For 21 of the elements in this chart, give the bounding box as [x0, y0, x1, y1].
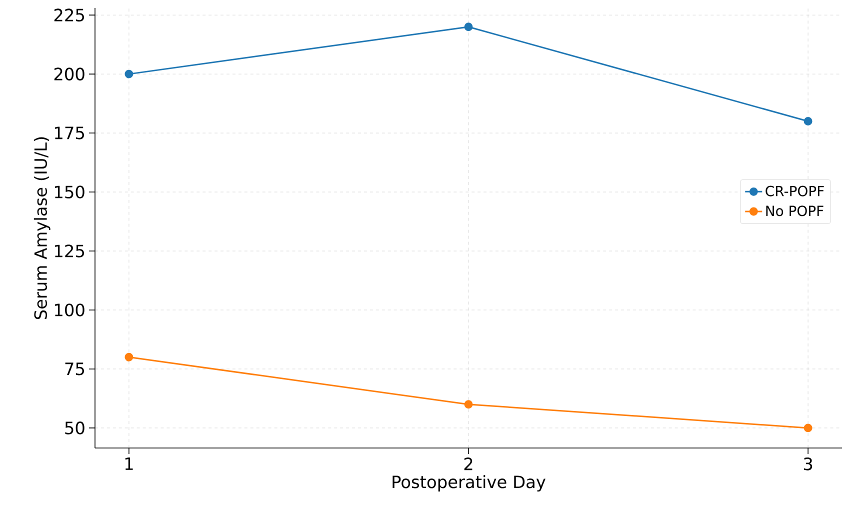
y-tick-label: 150 [55, 186, 84, 198]
point [464, 22, 473, 32]
y-tick-label: 100 [55, 304, 84, 316]
point [464, 400, 473, 409]
point [124, 352, 134, 362]
y-tick-label: 200 [54, 68, 84, 80]
y-tick-label: 75 [65, 362, 84, 376]
x-tick-label: 1 [125, 458, 133, 470]
point [804, 424, 812, 432]
point [124, 70, 134, 78]
x-tick-label: 2 [464, 458, 472, 470]
y-axis-title: Serum Amylase (IU/L) [34, 137, 50, 320]
y-tick-label: 225 [54, 8, 84, 22]
y-tick-label: 125 [55, 244, 84, 258]
y-tick-label: 50 [65, 422, 84, 434]
legend-label: CR-POPF [766, 186, 824, 196]
legend-label: No POPF [766, 206, 824, 216]
point [804, 117, 812, 126]
y-tick-label: 175 [55, 126, 84, 140]
x-tick-label: 3 [804, 458, 812, 470]
x-axis-title: Postoperative Day [392, 475, 546, 492]
